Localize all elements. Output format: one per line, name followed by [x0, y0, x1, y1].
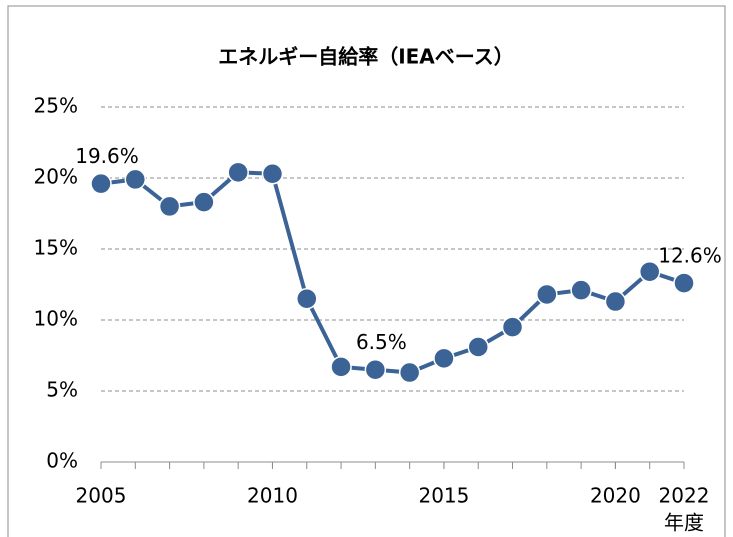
y-tick-label: 10% — [34, 307, 78, 331]
x-tick-label: 2010 — [247, 484, 298, 508]
marker — [398, 361, 421, 384]
marker — [673, 272, 695, 294]
marker — [536, 283, 558, 306]
marker — [261, 162, 284, 185]
marker — [193, 191, 215, 213]
marker — [570, 279, 592, 301]
data-label: 12.6% — [658, 244, 722, 268]
marker — [604, 290, 627, 313]
chart-title: エネルギー自給率（IEAベース） — [218, 45, 514, 69]
x-tick-label: 2022 — [659, 484, 710, 508]
marker — [433, 347, 455, 370]
marker — [158, 195, 181, 218]
marker — [124, 168, 147, 191]
marker — [227, 161, 249, 184]
marker — [467, 336, 489, 358]
data-label: 6.5% — [356, 330, 407, 354]
y-tick-label: 15% — [34, 236, 78, 260]
marker — [501, 316, 524, 338]
y-tick-label: 5% — [46, 378, 78, 402]
x-tick-label: 2015 — [418, 484, 469, 508]
x-tick-label: 2020 — [590, 484, 641, 508]
x-axis-label: 年度 — [664, 511, 704, 535]
x-tick-label: 2005 — [76, 484, 127, 508]
marker — [90, 172, 112, 195]
marker — [330, 356, 352, 378]
y-tick-label: 20% — [34, 165, 78, 189]
marker — [364, 358, 387, 381]
marker — [296, 287, 318, 310]
data-label: 19.6% — [75, 144, 139, 168]
chart-frame — [7, 5, 726, 537]
y-tick-label: 0% — [46, 449, 78, 473]
y-tick-label: 25% — [34, 94, 78, 118]
marker — [638, 260, 661, 283]
